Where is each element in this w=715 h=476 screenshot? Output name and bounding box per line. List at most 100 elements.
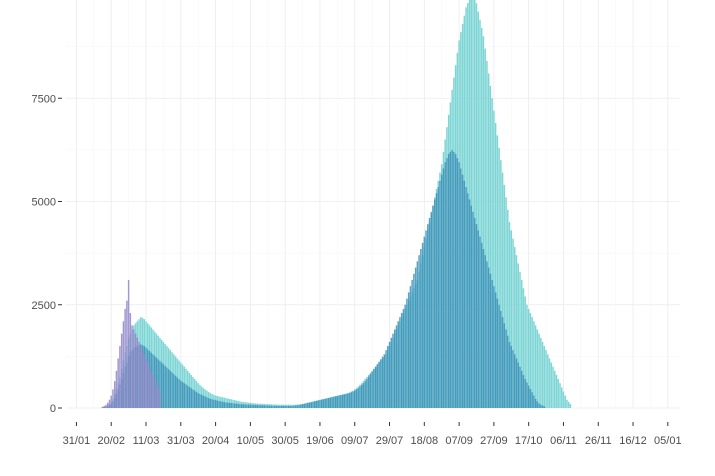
bar [308,402,311,408]
bar [383,354,386,408]
bar [105,404,107,408]
bar [512,238,514,408]
bar [456,158,459,408]
bar [289,405,292,408]
bar [237,403,239,408]
bar [143,354,146,408]
bar [514,246,516,408]
bar [345,393,347,408]
bar [486,261,488,408]
bar [293,405,295,408]
bar [164,365,166,408]
bar [209,398,212,408]
bar [550,362,553,408]
bar [155,357,158,408]
bar [470,205,473,408]
bar [277,405,279,408]
bar [150,370,152,408]
x-tick-label: 17/10 [515,435,543,447]
x-tick-label: 30/05 [271,435,299,447]
bar [491,279,493,408]
bar [531,317,533,408]
bar [273,405,276,408]
bar [268,405,271,408]
bar [284,405,286,408]
bar [446,158,448,408]
bar [491,98,493,408]
bar [261,405,264,408]
bar [373,369,375,408]
bar [552,366,554,408]
bar [560,387,563,408]
bar [173,374,175,408]
bar [244,404,246,408]
bar [474,0,476,408]
bar [320,399,323,408]
bar [480,28,483,408]
bar [380,359,382,408]
bar [113,381,116,408]
y-tick-label: 0 [50,403,56,415]
bar [465,187,467,408]
bar [300,404,302,408]
bar [240,404,243,408]
bar [296,405,299,408]
bar [360,384,363,408]
bar [508,222,511,408]
bar [505,329,507,408]
bar [247,404,250,408]
bar [310,402,312,408]
bar [515,358,518,408]
bar [129,313,132,408]
bar [487,267,490,408]
bar [347,393,349,408]
bar [449,151,452,408]
bar [414,267,417,408]
bar [350,392,352,408]
bar [503,184,506,408]
bar [385,350,387,408]
bar [176,377,179,408]
bar [199,393,201,408]
bar [489,85,492,409]
bar [498,304,500,408]
bar [258,405,260,408]
bar [138,341,140,408]
bar [430,211,433,408]
bar [157,387,159,408]
bar [479,236,481,408]
bar [533,321,535,408]
bar [256,405,259,408]
bar [338,395,340,408]
bar [282,405,285,408]
bar [108,399,111,408]
bar [514,354,516,408]
bar [501,317,504,408]
bar [411,279,413,408]
bar [107,402,109,408]
bar [500,160,502,408]
bar [413,273,415,408]
bar [400,313,403,408]
bar [440,174,443,408]
x-tick-label: 10/05 [237,435,265,447]
bar [500,310,502,408]
bar [162,364,165,408]
bar [307,403,309,408]
bar [313,401,316,408]
bar [336,396,339,408]
bar [390,337,392,408]
bar [340,395,342,408]
bar [112,389,114,408]
bar [260,405,262,408]
bar [489,273,492,408]
bar [101,406,104,408]
bar [352,391,354,408]
bar [427,224,429,408]
bar [520,279,523,408]
x-tick-label: 06/11 [550,435,577,447]
bar [381,356,384,408]
bar [507,335,509,408]
bar [230,403,232,408]
bar [190,388,192,408]
